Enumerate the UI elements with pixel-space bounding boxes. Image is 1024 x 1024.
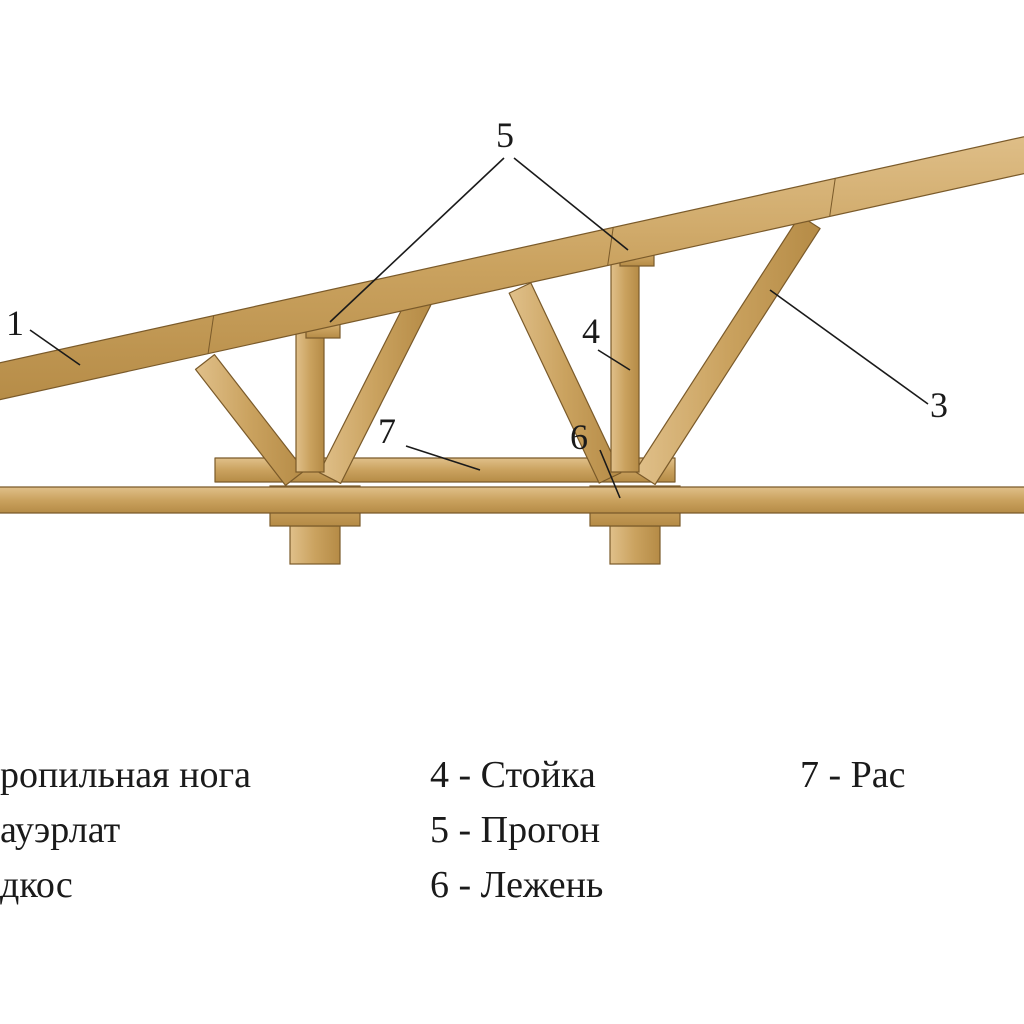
legend-item: 5 - Прогон — [430, 803, 603, 858]
legend-item: ауэрлат — [0, 803, 251, 858]
diagram-stage: 1 3 4 5 6 7 ропильная нога ауэрлат дкос … — [0, 0, 1024, 1024]
legend-item: 6 - Лежень — [430, 858, 603, 913]
callout-5: 5 — [496, 114, 514, 156]
callout-4: 4 — [582, 310, 600, 352]
legend-item: дкос — [0, 858, 251, 913]
callout-1: 1 — [6, 302, 24, 344]
callout-3: 3 — [930, 384, 948, 426]
legend-col-1: ропильная нога ауэрлат дкос — [0, 748, 251, 913]
legend-item: 4 - Стойка — [430, 748, 603, 803]
callout-6: 6 — [570, 416, 588, 458]
legend-col-2: 4 - Стойка 5 - Прогон 6 - Лежень — [430, 748, 603, 913]
legend-col-3: 7 - Рас — [800, 748, 906, 803]
legend-item: 7 - Рас — [800, 748, 906, 803]
legend-item: ропильная нога — [0, 748, 251, 803]
truss-members — [0, 127, 1024, 564]
callout-7: 7 — [378, 410, 396, 452]
